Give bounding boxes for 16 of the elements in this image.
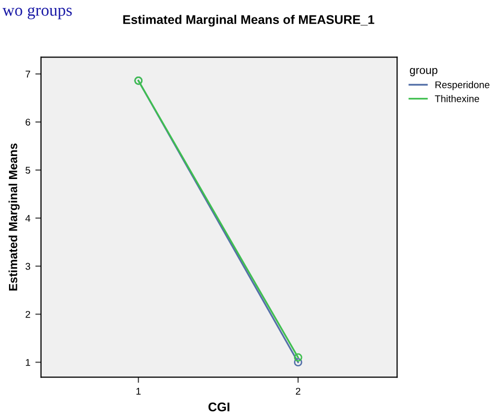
y-tick-label: 5 <box>26 166 30 174</box>
text: wo groups <box>2 7 72 20</box>
chart-title: Estimated Marginal Means of MEASURE_1 <box>123 14 374 27</box>
point <box>294 358 302 366</box>
legend-label: Thithexine <box>434 95 480 102</box>
y-tick-label: 7 <box>26 70 30 78</box>
y-tick-label: 2 <box>26 310 30 318</box>
y-tick-label: 6 <box>26 118 30 126</box>
y-tick-label: 4 <box>25 214 30 222</box>
legend-label: Resperidone <box>435 81 490 90</box>
point <box>294 353 302 362</box>
y-tick-label: 3 <box>26 262 30 270</box>
legend-title: group <box>410 68 438 76</box>
x-axis-title: CGI <box>208 402 230 412</box>
y-tick-label: 1 <box>26 359 30 366</box>
y-axis-title: Estimated Marginal Means <box>8 143 20 290</box>
